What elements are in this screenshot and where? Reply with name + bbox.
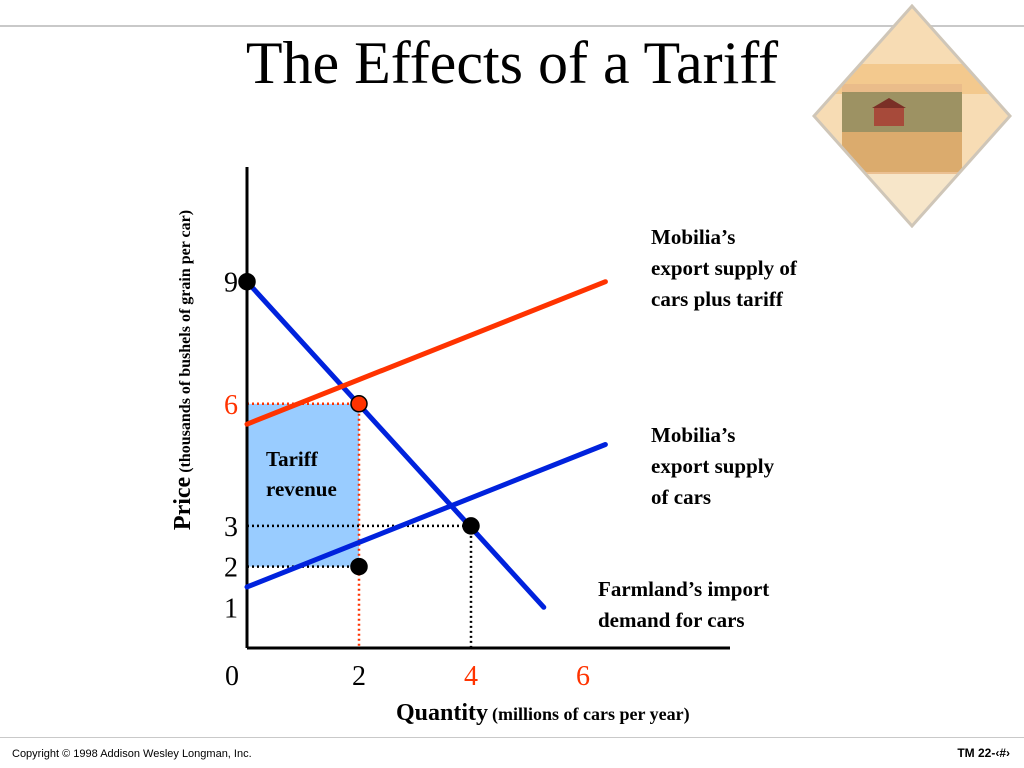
tariff-revenue-area bbox=[247, 403, 359, 567]
y-tick-9: 9 bbox=[224, 268, 238, 299]
top-divider bbox=[0, 25, 1024, 27]
y-tick-1: 1 bbox=[224, 593, 238, 624]
plot-area: 0 2 4 6 1 2 3 6 9 bbox=[224, 167, 730, 692]
equilibrium-point-4 bbox=[350, 557, 368, 576]
x-axis-unit: (millions of cars per year) bbox=[492, 704, 690, 724]
x-tick-0: 0 bbox=[225, 661, 239, 692]
equilibrium-point-3 bbox=[462, 517, 480, 535]
x-axis-label: Quantity (millions of cars per year) bbox=[396, 700, 690, 727]
y-tick-2: 2 bbox=[224, 553, 238, 584]
supply-plus-tariff-line bbox=[244, 279, 608, 427]
x-axis-title: Quantity bbox=[396, 700, 489, 726]
x-tick-2: 2 bbox=[352, 661, 366, 692]
supply-plus-tariff-label: Mobilia’s export supply of cars plus tar… bbox=[651, 225, 797, 311]
supply-line bbox=[244, 442, 608, 590]
farm-picture-icon bbox=[812, 4, 1012, 228]
demand-line bbox=[244, 279, 547, 610]
y-tick-3: 3 bbox=[224, 512, 238, 543]
copyright-text: Copyright © 1998 Addison Wesley Longman,… bbox=[12, 748, 252, 760]
y-axis-title: Price bbox=[170, 476, 196, 531]
slide-number: TM 22-‹#› bbox=[957, 746, 1010, 760]
x-tick-6: 6 bbox=[576, 661, 590, 692]
equilibrium-point-2 bbox=[350, 395, 368, 413]
y-axis-label: Price (thousands of bushels of grain per… bbox=[170, 140, 206, 600]
demand-label: Farmland’s import demand for cars bbox=[598, 577, 770, 632]
y-tick-6: 6 bbox=[224, 390, 238, 421]
equilibrium-point-1 bbox=[238, 272, 256, 291]
x-tick-4: 4 bbox=[464, 661, 478, 692]
tariff-revenue-label: Tariff revenue bbox=[266, 447, 337, 501]
supply-label: Mobilia’s export supply of cars bbox=[651, 423, 775, 509]
slide-title: The Effects of a Tariff bbox=[245, 30, 779, 96]
bottom-divider bbox=[0, 737, 1024, 738]
y-axis-unit: (thousands of bushels of grain per car) bbox=[177, 209, 194, 473]
